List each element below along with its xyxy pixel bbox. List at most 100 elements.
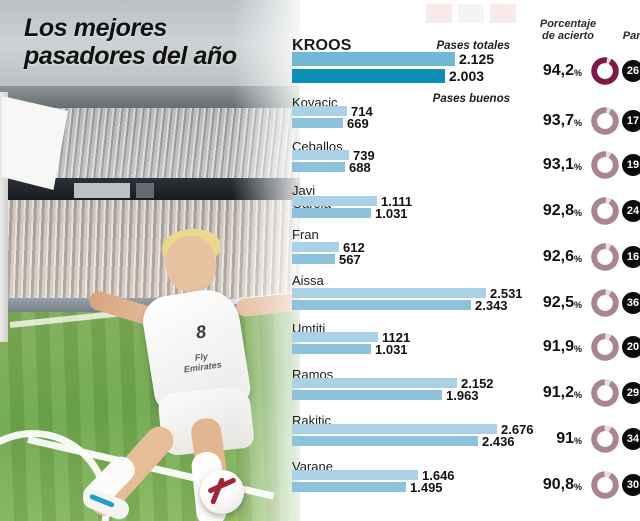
accuracy-donut — [590, 242, 620, 272]
value-total-passes: 1.646 — [422, 467, 455, 483]
accuracy-donut — [590, 470, 620, 500]
bar-good-passes — [292, 69, 445, 83]
value-good-passes: 1.963 — [446, 387, 479, 403]
value-good-passes: 1.031 — [375, 205, 408, 221]
corner-flag-pole — [0, 92, 8, 342]
accuracy-donut — [590, 332, 620, 362]
bar-good-passes — [292, 436, 478, 446]
value-total-passes: 714 — [351, 103, 373, 119]
table-row[interactable]: Ramos 2.152 1.963 91,2% 29 — [286, 0, 640, 407]
table-row[interactable]: Rakitic 2.676 2.436 91% 34 — [286, 0, 640, 453]
accuracy-percentage: 92,6% — [542, 248, 582, 265]
table-row[interactable]: Umtiti 1121 1.031 91,9% 20 — [286, 0, 640, 361]
player-name-line1: Aissa — [292, 273, 324, 288]
bar-total-passes — [292, 288, 486, 298]
percentage-header-line1: Porcentaje — [539, 18, 597, 30]
value-good-passes: 2.003 — [449, 67, 485, 84]
value-total-passes: 2.531 — [490, 285, 523, 301]
value-total-passes: 2.125 — [459, 50, 495, 67]
value-total-passes: 1121 — [382, 329, 411, 345]
page-title: Los mejores pasadores del año — [24, 14, 284, 70]
accuracy-donut — [590, 56, 620, 86]
bar-total-passes — [292, 196, 377, 206]
participation-badge: 30 — [622, 474, 640, 496]
photo-fade-overlay — [232, 0, 300, 521]
photo-advert-board — [74, 183, 130, 198]
value-good-passes: 1.031 — [375, 341, 408, 357]
player-name-line1: Fran — [292, 227, 319, 242]
bar-good-passes — [292, 300, 471, 310]
player-name-line1: Rakitic — [292, 413, 332, 428]
player-name: Ceballos — [292, 140, 343, 153]
participation-badge: 26 — [622, 60, 640, 82]
accuracy-percentage: 91% — [556, 430, 582, 447]
bar-total-passes — [292, 106, 347, 116]
title-line-1: Los mejores — [24, 14, 167, 42]
participation-badge: 29 — [622, 382, 640, 404]
value-good-passes: 567 — [339, 251, 361, 267]
bar-good-passes — [292, 208, 371, 218]
hero-photo: 8 Fly Emirates — [0, 0, 300, 521]
participation-badge: 19 — [622, 154, 640, 176]
table-row[interactable]: Ceballos 739 688 93,1% 19 — [286, 0, 640, 179]
player-name-line1: Umtiti — [292, 321, 326, 336]
value-good-passes: 669 — [347, 115, 369, 131]
chart-panel: Porcentaje de acierto Part. Pases totale… — [286, 0, 640, 521]
column-header-participation: Part. — [622, 30, 640, 42]
table-row[interactable]: Kovacic 714 669 93,7% 17 — [286, 0, 640, 135]
value-total-passes: 612 — [343, 239, 365, 255]
accuracy-donut — [590, 378, 620, 408]
bar-total-passes — [292, 52, 455, 66]
accuracy-percentage: 92,8% — [542, 202, 582, 219]
player-name: Umtiti — [292, 322, 325, 335]
accuracy-donut — [590, 196, 620, 226]
value-good-passes: 2.436 — [482, 433, 515, 449]
bar-total-passes — [292, 470, 418, 480]
bar-total-passes — [292, 424, 497, 434]
accuracy-percentage: 94,2% — [542, 62, 582, 79]
accuracy-percentage: 93,7% — [542, 112, 582, 129]
bar-good-passes — [292, 162, 345, 172]
participation-badge: 16 — [622, 246, 640, 268]
table-row[interactable]: FranBeltrán61256792,6%16 — [286, 0, 640, 271]
player-name-line1: Ceballos — [292, 139, 343, 154]
legend-good-passes: Pases buenos — [432, 93, 510, 105]
participation-badge: 17 — [622, 110, 640, 132]
bar-total-passes — [292, 332, 378, 342]
player-name-line1: Varane — [292, 459, 333, 474]
value-total-passes: 2.676 — [501, 421, 534, 437]
table-row[interactable]: KROOS 2.125 2.003 94,2% 26 — [286, 0, 640, 85]
column-header-percentage: Porcentaje de acierto — [526, 18, 610, 42]
player-name: Ramos — [292, 368, 333, 381]
value-good-passes: 688 — [349, 159, 371, 175]
accuracy-donut — [590, 424, 620, 454]
bar-total-passes — [292, 242, 339, 252]
value-good-passes: 1.495 — [410, 479, 443, 495]
accuracy-percentage: 93,1% — [542, 156, 582, 173]
bar-good-passes — [292, 254, 335, 264]
player-name-line1: Ramos — [292, 367, 334, 382]
table-row[interactable]: Varane 1.646 1.495 90,8% 30 — [286, 0, 640, 499]
accuracy-donut — [590, 288, 620, 318]
bar-total-passes — [292, 150, 349, 160]
participation-badge: 36 — [622, 292, 640, 314]
participation-badge: 20 — [622, 336, 640, 358]
accuracy-donut — [590, 150, 620, 180]
accuracy-percentage: 92,5% — [542, 294, 582, 311]
accuracy-percentage: 91,2% — [542, 384, 582, 401]
percentage-header-line2: de acierto — [542, 30, 594, 42]
bar-good-passes — [292, 118, 343, 128]
bar-good-passes — [292, 344, 371, 354]
accuracy-percentage: 90,8% — [542, 476, 582, 493]
player-name-line1: KROOS — [292, 37, 352, 54]
photo-advert-board-2 — [136, 183, 154, 198]
player-name: KROOS — [292, 38, 352, 54]
bar-total-passes — [292, 378, 457, 388]
participation-badge: 24 — [622, 200, 640, 222]
player-name: Kovacic — [292, 96, 338, 109]
legend-total-passes: Pases totales — [436, 40, 510, 52]
player-name-line1: Kovacic — [292, 95, 338, 110]
bar-good-passes — [292, 482, 406, 492]
